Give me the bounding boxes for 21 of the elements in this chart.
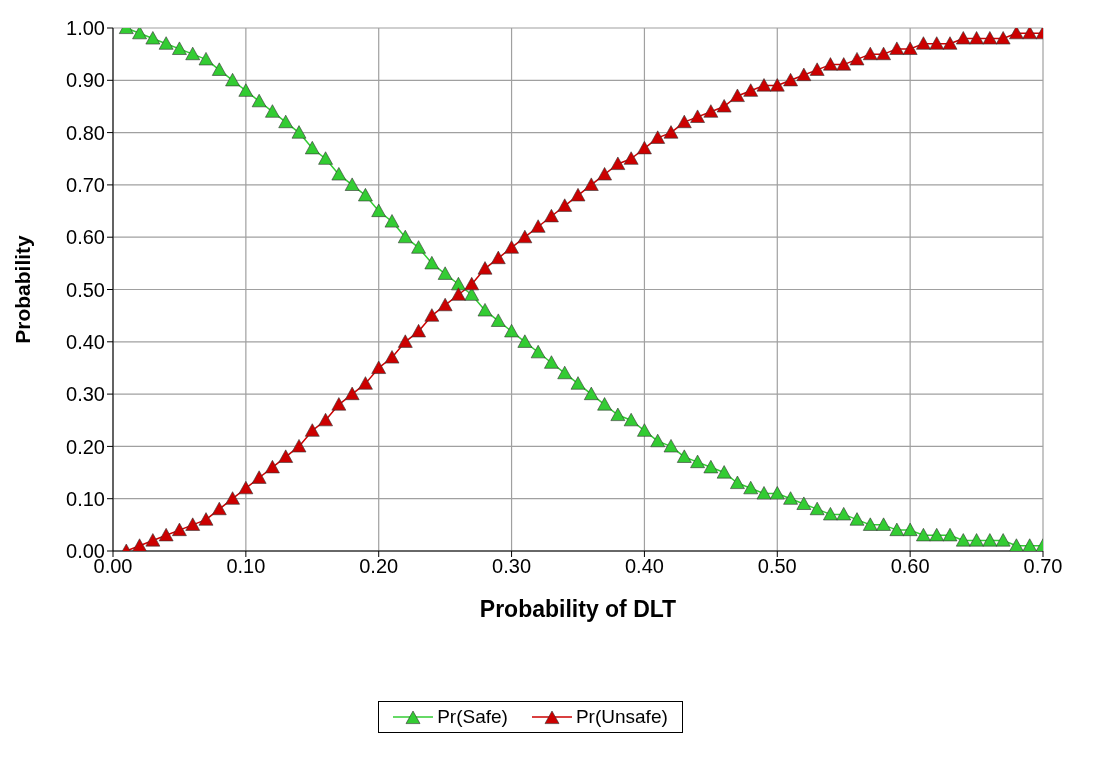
- y-tick-label: 0.70: [66, 174, 105, 196]
- legend-label: Pr(Unsafe): [575, 706, 668, 728]
- y-tick-label: 0.80: [66, 121, 105, 144]
- y-tick-label: 0.60: [66, 226, 105, 249]
- x-tick-label: 0.10: [226, 555, 266, 578]
- x-tick-label: 0.50: [757, 555, 797, 578]
- y-axis-title: Probability: [11, 234, 35, 344]
- x-tick-label: 0.70: [1023, 555, 1063, 578]
- y-tick-label: 0.40: [66, 330, 105, 353]
- x-tick-label: 0.30: [492, 555, 532, 578]
- legend-label: Pr(Safe): [437, 706, 508, 728]
- y-tick-label: 1.00: [66, 17, 105, 40]
- y-tick-label: 0.30: [66, 383, 105, 406]
- x-axis-title: Probability of DLT: [479, 596, 677, 623]
- x-tick-label: 0.60: [890, 555, 930, 578]
- y-tick-label: 0.90: [66, 69, 105, 92]
- y-tick-label: 0.50: [66, 278, 105, 301]
- y-tick-label: 0.20: [66, 435, 105, 458]
- x-tick-label: 0.40: [624, 555, 664, 578]
- y-tick-label: 0.10: [66, 487, 105, 510]
- x-tick-label: 0.20: [359, 555, 399, 578]
